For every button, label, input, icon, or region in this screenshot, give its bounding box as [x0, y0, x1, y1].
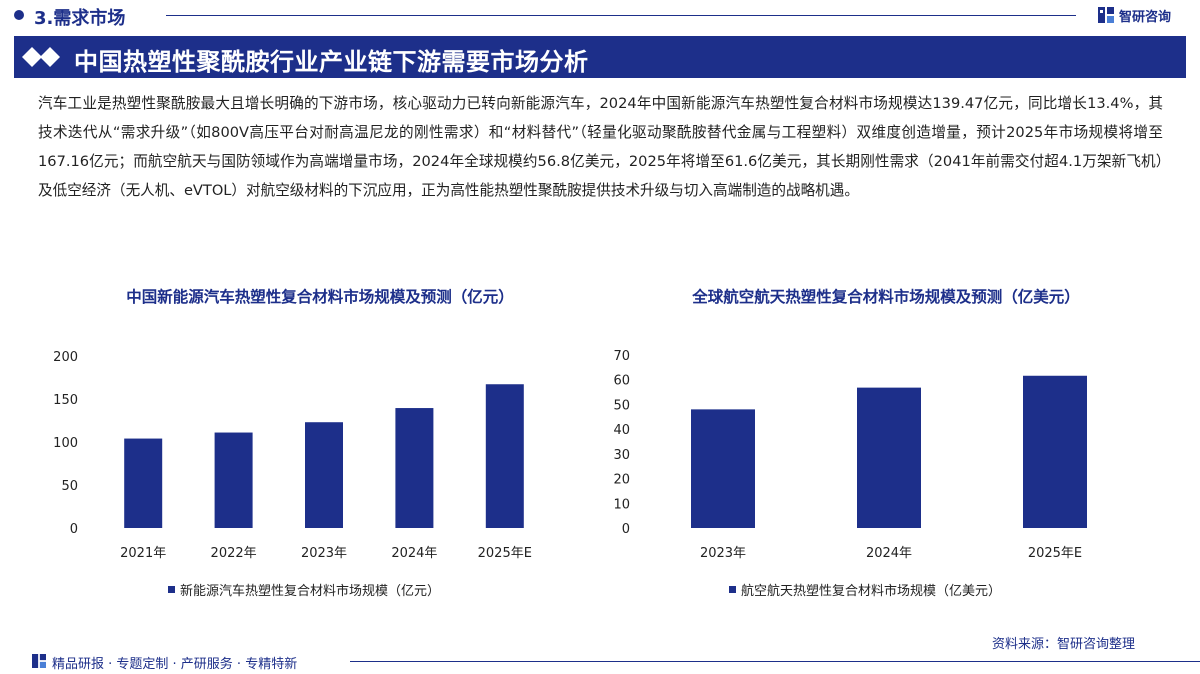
chart-title-ev: 中国新能源汽车热塑性复合材料市场规模及预测（亿元）: [126, 288, 514, 306]
footer-divider: [350, 661, 1200, 662]
y-tick-label: 100: [53, 436, 78, 451]
legend-swatch: [168, 586, 175, 593]
top-header: 3.需求市场 智研咨询: [0, 0, 1200, 36]
bar-2025年E: [1023, 375, 1087, 528]
legend-label-ev: 新能源汽车热塑性复合材料市场规模（亿元）: [180, 584, 441, 599]
bar-2024年: [857, 387, 921, 528]
x-tick-label: 2025年E: [1028, 546, 1082, 561]
bar-2021年: [124, 438, 163, 528]
y-tick-label: 0: [70, 522, 78, 537]
brand-logo: 智研咨询: [1098, 5, 1171, 25]
legend-aerospace: 航空航天热塑性复合材料市场规模（亿美元）: [729, 580, 1001, 599]
legend-label-aerospace: 航空航天热塑性复合材料市场规模（亿美元）: [741, 584, 1002, 599]
summary-paragraph: 汽车工业是热塑性聚酰胺最大且增长明确的下游市场，核心驱动力已转向新能源汽车，20…: [38, 95, 1163, 199]
section-title: 3.需求市场: [34, 8, 126, 29]
y-tick-label: 200: [53, 350, 78, 365]
y-tick-label: 60: [613, 374, 630, 389]
header-divider: [166, 15, 1076, 16]
x-tick-label: 2024年: [866, 546, 912, 561]
y-tick-label: 150: [53, 393, 78, 408]
footer-logo-icon: [32, 654, 46, 668]
x-tick-label: 2023年: [301, 546, 347, 561]
x-tick-label: 2022年: [211, 546, 257, 561]
bar-2024年: [395, 408, 434, 528]
y-tick-label: 10: [613, 497, 630, 512]
bar-2023年: [305, 422, 343, 528]
diamond-icon: [22, 47, 60, 67]
footer-tagline: 精品研报 · 专题定制 · 产研服务 · 专精特新: [52, 657, 298, 672]
chart-title-aerospace: 全球航空航天热塑性复合材料市场规模及预测（亿美元）: [692, 288, 1080, 306]
source-note: 资料来源：智研咨询整理: [992, 637, 1136, 652]
y-tick-label: 70: [613, 349, 630, 364]
title-banner: 中国热塑性聚酰胺行业产业链下游需要市场分析: [14, 36, 1186, 78]
x-tick-label: 2023年: [700, 546, 746, 561]
footer: 精品研报 · 专题定制 · 产研服务 · 专精特新: [0, 648, 1200, 674]
x-tick-label: 2021年: [120, 546, 166, 561]
y-tick-label: 20: [613, 473, 630, 488]
bar-2025年E: [485, 384, 524, 528]
brand-logo-icon: [1098, 7, 1114, 23]
y-tick-label: 0: [622, 522, 630, 537]
x-tick-label: 2024年: [391, 546, 437, 561]
y-tick-label: 30: [613, 448, 630, 463]
chart-ev-market: 200 150 100 50 0 2021年 2022年 2023年 2024年 2025年E: [53, 350, 532, 561]
bar-2022年: [214, 432, 253, 528]
legend-swatch: [729, 586, 736, 593]
y-tick-label: 50: [613, 398, 630, 413]
section-bullet-icon: [14, 10, 24, 20]
brand-name: 智研咨询: [1119, 9, 1172, 25]
bar-2023年: [691, 409, 755, 528]
y-tick-label: 40: [613, 423, 630, 438]
page-title: 中国热塑性聚酰胺行业产业链下游需要市场分析: [74, 48, 589, 76]
chart-aerospace-market: 70 60 50 40 30 20 10 0 2023年 2024年 2025年E: [613, 349, 1087, 561]
x-tick-label: 2025年E: [478, 546, 532, 561]
y-tick-label: 50: [61, 479, 78, 494]
legend-ev: 新能源汽车热塑性复合材料市场规模（亿元）: [168, 580, 440, 599]
